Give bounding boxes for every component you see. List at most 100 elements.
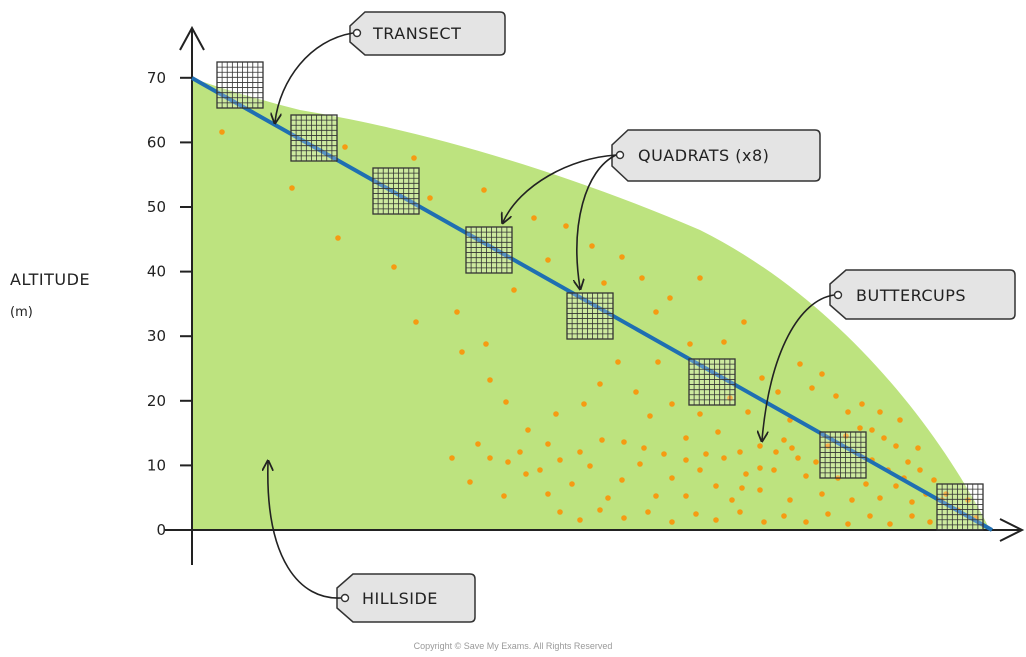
buttercup-dot	[743, 471, 749, 477]
buttercup-dot	[639, 275, 645, 281]
buttercup-dot	[481, 187, 487, 193]
buttercup-dot	[475, 441, 481, 447]
buttercup-dot	[467, 479, 473, 485]
buttercup-dot	[531, 215, 537, 221]
buttercup-dot	[721, 455, 727, 461]
y-tick-label: 30	[147, 327, 166, 345]
buttercup-dot	[605, 495, 611, 501]
buttercup-dot	[342, 144, 348, 150]
buttercup-dot	[589, 243, 595, 249]
y-axis-title: ALTITUDE	[10, 270, 90, 289]
buttercup-dot	[597, 381, 603, 387]
buttercup-dot	[621, 439, 627, 445]
buttercup-dot	[655, 359, 661, 365]
quadrat	[372, 167, 420, 215]
buttercup-dot	[697, 411, 703, 417]
quadrats-arrow-2	[577, 154, 617, 288]
buttercup-dot	[905, 459, 911, 465]
buttercup-dot	[641, 445, 647, 451]
buttercup-dot	[683, 493, 689, 499]
buttercup-dot	[893, 483, 899, 489]
buttercup-dot	[647, 413, 653, 419]
buttercup-dot	[803, 473, 809, 479]
buttercup-dot	[721, 339, 727, 345]
buttercup-dot	[809, 385, 815, 391]
buttercup-dot	[219, 129, 225, 135]
buttercup-dot	[917, 467, 923, 473]
buttercup-dot	[713, 517, 719, 523]
buttercup-dot	[915, 445, 921, 451]
buttercup-dot	[737, 449, 743, 455]
buttercup-dot	[669, 475, 675, 481]
buttercup-dot	[757, 443, 763, 449]
y-axis-arrow	[179, 25, 205, 51]
buttercup-dot	[601, 280, 607, 286]
buttercup-dot	[797, 361, 803, 367]
buttercup-dot	[487, 377, 493, 383]
buttercup-dot	[931, 477, 937, 483]
quadrat	[936, 483, 984, 531]
buttercup-dot	[653, 309, 659, 315]
y-axis-unit: (m)	[10, 305, 33, 320]
buttercup-dot	[669, 519, 675, 525]
buttercup-dot	[857, 425, 863, 431]
buttercup-dot	[927, 519, 933, 525]
transect-line	[191, 76, 993, 532]
buttercup-dot	[781, 437, 787, 443]
buttercup-dot	[739, 485, 745, 491]
buttercup-dot	[795, 455, 801, 461]
buttercup-dot	[454, 309, 460, 315]
buttercups-label: BUTTERCUPS	[856, 286, 966, 305]
buttercup-dot	[859, 401, 865, 407]
buttercup-dot	[557, 457, 563, 463]
buttercup-dot	[897, 417, 903, 423]
buttercup-dot	[697, 275, 703, 281]
buttercup-dot	[863, 481, 869, 487]
y-tick-label: 70	[147, 69, 166, 87]
buttercup-dot	[391, 264, 397, 270]
y-tick-label: 40	[147, 263, 166, 281]
buttercup-dot	[759, 375, 765, 381]
buttercup-dot	[597, 507, 603, 513]
axes	[165, 25, 1025, 565]
buttercup-dot	[715, 429, 721, 435]
y-tick-label: 50	[147, 198, 166, 216]
buttercup-dot	[501, 493, 507, 499]
buttercup-dot	[741, 319, 747, 325]
buttercup-dot	[877, 409, 883, 415]
buttercup-dot	[335, 235, 341, 241]
buttercup-dot	[887, 521, 893, 527]
copyright-text: Copyright © Save My Exams. All Rights Re…	[414, 641, 613, 651]
transect-arrow	[275, 32, 354, 122]
buttercup-dot	[697, 467, 703, 473]
buttercup-dot	[645, 509, 651, 515]
quadrat	[465, 226, 513, 274]
buttercup-dot	[413, 319, 419, 325]
buttercup-dot	[487, 455, 493, 461]
buttercup-dot	[545, 257, 551, 263]
y-tick-label: 20	[147, 392, 166, 410]
quadrats	[216, 61, 984, 531]
buttercup-dot	[289, 185, 295, 191]
buttercup-dot	[737, 509, 743, 515]
buttercup-dot	[773, 449, 779, 455]
buttercup-dot	[757, 465, 763, 471]
buttercup-dot	[761, 519, 767, 525]
buttercup-dot	[621, 515, 627, 521]
buttercup-dot	[729, 497, 735, 503]
buttercup-dot	[703, 451, 709, 457]
buttercup-dot	[517, 449, 523, 455]
quadrat	[819, 431, 867, 479]
y-tick-label: 10	[147, 456, 166, 474]
buttercup-dot	[819, 491, 825, 497]
buttercup-dot	[483, 341, 489, 347]
y-tick-label: 0	[156, 521, 166, 539]
buttercup-dot	[819, 371, 825, 377]
tag-buttercups: BUTTERCUPS	[829, 269, 1016, 320]
buttercup-dot	[771, 467, 777, 473]
buttercup-dot	[667, 295, 673, 301]
buttercup-dot	[881, 435, 887, 441]
buttercup-dot	[669, 401, 675, 407]
buttercup-dot	[789, 445, 795, 451]
